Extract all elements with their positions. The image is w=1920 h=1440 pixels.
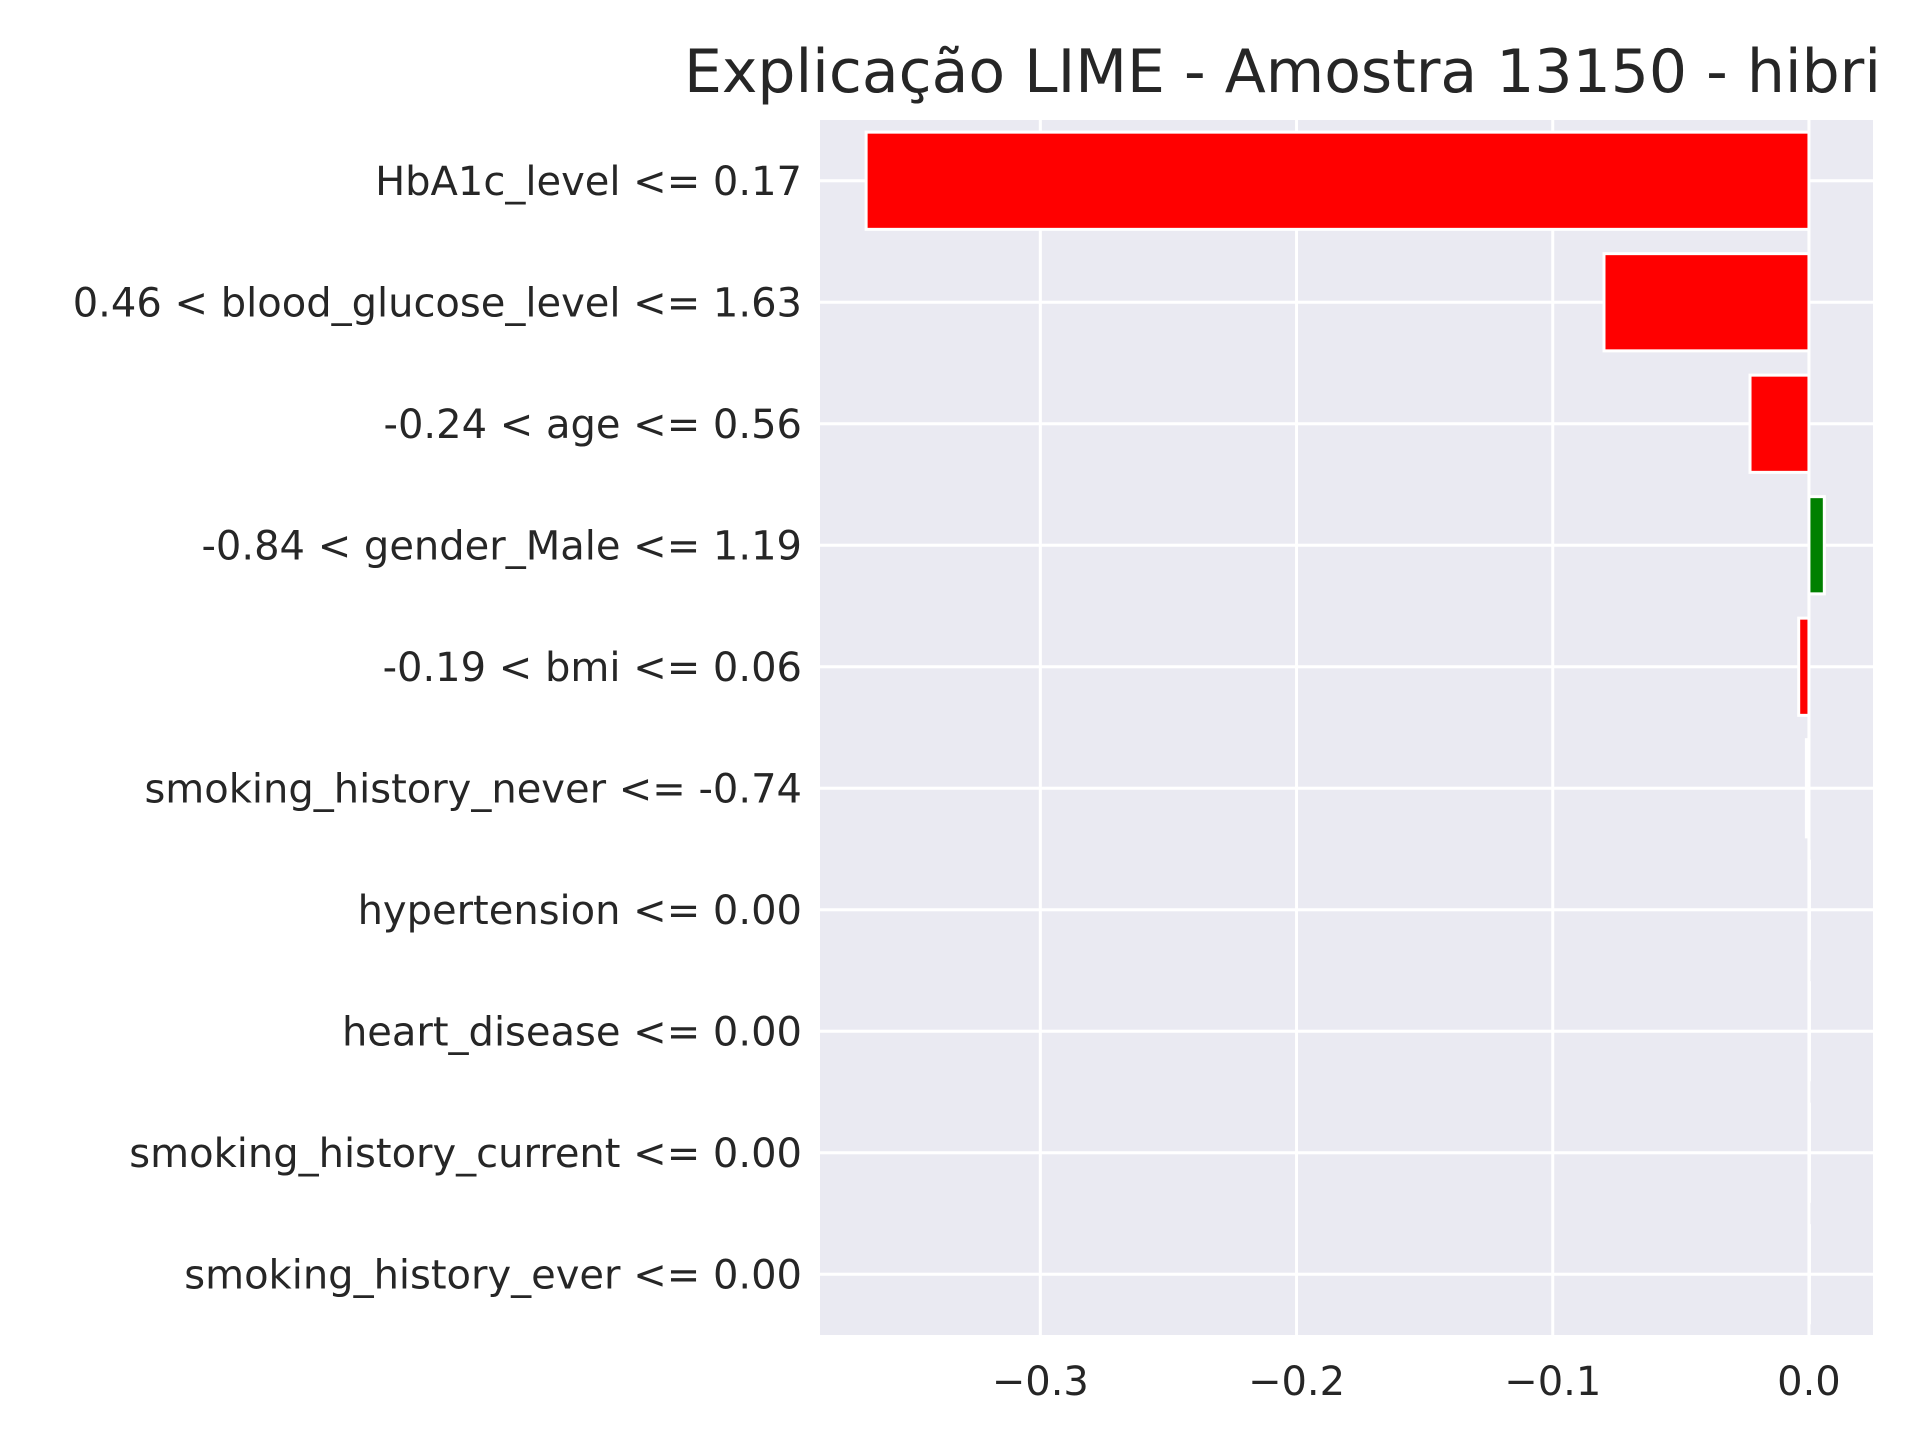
bar bbox=[1797, 616, 1811, 717]
bar bbox=[1807, 981, 1811, 1082]
y-tick-label: 0.46 < blood_glucose_level <= 1.63 bbox=[73, 280, 802, 326]
bar bbox=[1807, 1102, 1811, 1203]
chart-title: Explicação LIME - Amostra 13150 - hibri bbox=[684, 37, 1881, 107]
y-tick-label: smoking_history_ever <= 0.00 bbox=[184, 1252, 802, 1298]
y-tick-labels: HbA1c_level <= 0.17 0.46 < blood_glucose_… bbox=[73, 159, 802, 1299]
y-tick-label: -0.24 < age <= 0.56 bbox=[384, 402, 802, 448]
bar bbox=[1602, 252, 1811, 353]
bars-layer bbox=[864, 130, 1826, 1325]
bar bbox=[1807, 859, 1811, 960]
x-tick-label: −0.3 bbox=[992, 1359, 1089, 1405]
bar bbox=[1748, 373, 1811, 474]
y-tick-label: HbA1c_level <= 0.17 bbox=[375, 159, 802, 205]
bar bbox=[1807, 495, 1826, 596]
y-tick-label: smoking_history_never <= -0.74 bbox=[144, 766, 802, 812]
y-tick-label: -0.19 < bmi <= 0.06 bbox=[383, 645, 802, 691]
grid-layer bbox=[820, 120, 1873, 1335]
bar bbox=[864, 130, 1811, 231]
y-tick-label: heart_disease <= 0.00 bbox=[342, 1009, 802, 1055]
x-tick-label: 0.0 bbox=[1777, 1359, 1841, 1405]
x-tick-label: −0.1 bbox=[1504, 1359, 1601, 1405]
y-tick-label: smoking_history_current <= 0.00 bbox=[129, 1131, 802, 1177]
bar bbox=[1807, 1224, 1811, 1325]
bar bbox=[1804, 738, 1811, 839]
x-tick-labels: −0.3 −0.2 −0.1 0.0 bbox=[992, 1359, 1841, 1405]
y-tick-label: hypertension <= 0.00 bbox=[358, 888, 802, 934]
x-tick-label: −0.2 bbox=[1248, 1359, 1345, 1405]
y-tick-label: -0.84 < gender_Male <= 1.19 bbox=[201, 523, 802, 569]
